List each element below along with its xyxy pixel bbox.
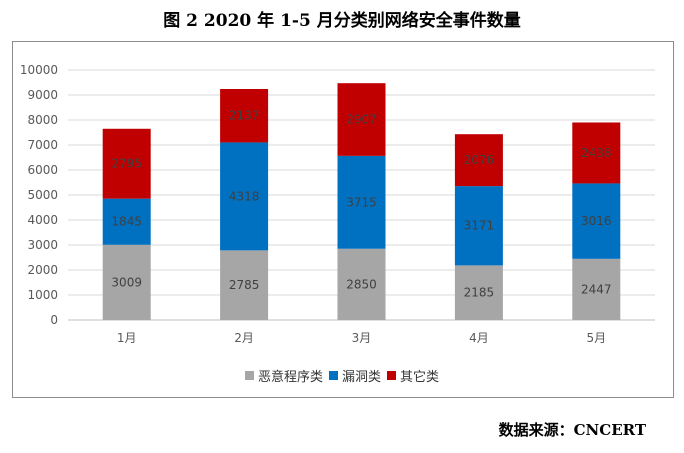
data-label: 2795 [111, 157, 142, 171]
data-label: 2850 [346, 277, 377, 291]
y-tick-label: 0 [50, 313, 58, 327]
chart-frame [12, 41, 674, 398]
data-label: 2076 [464, 153, 495, 167]
y-tick-label: 10000 [20, 63, 58, 77]
y-tick-label: 7000 [27, 138, 58, 152]
legend-swatch [244, 371, 254, 380]
x-tick-label: 2月 [234, 331, 254, 345]
bar-segment [337, 155, 386, 249]
data-label: 2438 [581, 146, 612, 160]
bar-segment [454, 186, 503, 266]
y-tick-label: 2000 [27, 263, 58, 277]
bar-segment [572, 258, 621, 320]
y-tick-label: 3000 [27, 238, 58, 252]
data-label: 4318 [229, 189, 260, 203]
legend-label: 漏洞类 [341, 370, 381, 385]
data-label: 2185 [464, 286, 495, 300]
chart-title: 图 2 2020 年 1-5 月分类别网络安全事件数量 [163, 11, 521, 31]
data-label: 1845 [111, 215, 142, 229]
data-source: 数据来源：CNCERT [498, 421, 646, 439]
legend-item: 其它类 [387, 366, 439, 385]
legend-swatch [387, 371, 396, 380]
legend-label: 其它类 [400, 370, 440, 385]
data-label: 2907 [346, 113, 377, 127]
legend-item: 漏洞类 [328, 366, 381, 385]
x-tick-label: 3月 [352, 331, 372, 345]
bar-segment [572, 183, 621, 259]
bar-segment [337, 83, 386, 156]
y-tick-label: 6000 [27, 163, 58, 177]
legend-label: 恶意程序类 [257, 370, 323, 385]
x-tick-label: 1月 [117, 331, 137, 345]
bar-segment [220, 250, 269, 320]
y-tick-label: 1000 [27, 288, 58, 302]
bar-segment [454, 265, 503, 320]
y-tick-label: 4000 [27, 213, 58, 227]
data-label: 3171 [464, 219, 495, 233]
x-tick-label: 4月 [469, 331, 489, 345]
y-tick-label: 8000 [27, 113, 58, 127]
bar-segment [337, 248, 386, 320]
legend-item: 恶意程序类 [244, 366, 323, 385]
data-label: 2137 [229, 109, 260, 123]
y-tick-label: 5000 [27, 188, 58, 202]
bar-segment [220, 142, 269, 251]
bar-segment [572, 122, 621, 184]
y-tick-label: 9000 [27, 88, 58, 102]
data-label: 2447 [581, 282, 612, 296]
legend-swatch [328, 371, 338, 380]
data-label: 3715 [346, 195, 377, 209]
bar-segment [220, 89, 269, 143]
x-tick-label: 5月 [586, 331, 606, 345]
legend: 恶意程序类 漏洞类 其它类 [0, 366, 684, 385]
bar-segment [454, 134, 503, 187]
data-label: 3016 [581, 214, 612, 228]
data-label: 2785 [229, 278, 260, 292]
bar-segment [102, 244, 151, 320]
bar-segment [102, 128, 151, 199]
data-label: 3009 [111, 275, 142, 289]
bar-segment [102, 198, 151, 245]
